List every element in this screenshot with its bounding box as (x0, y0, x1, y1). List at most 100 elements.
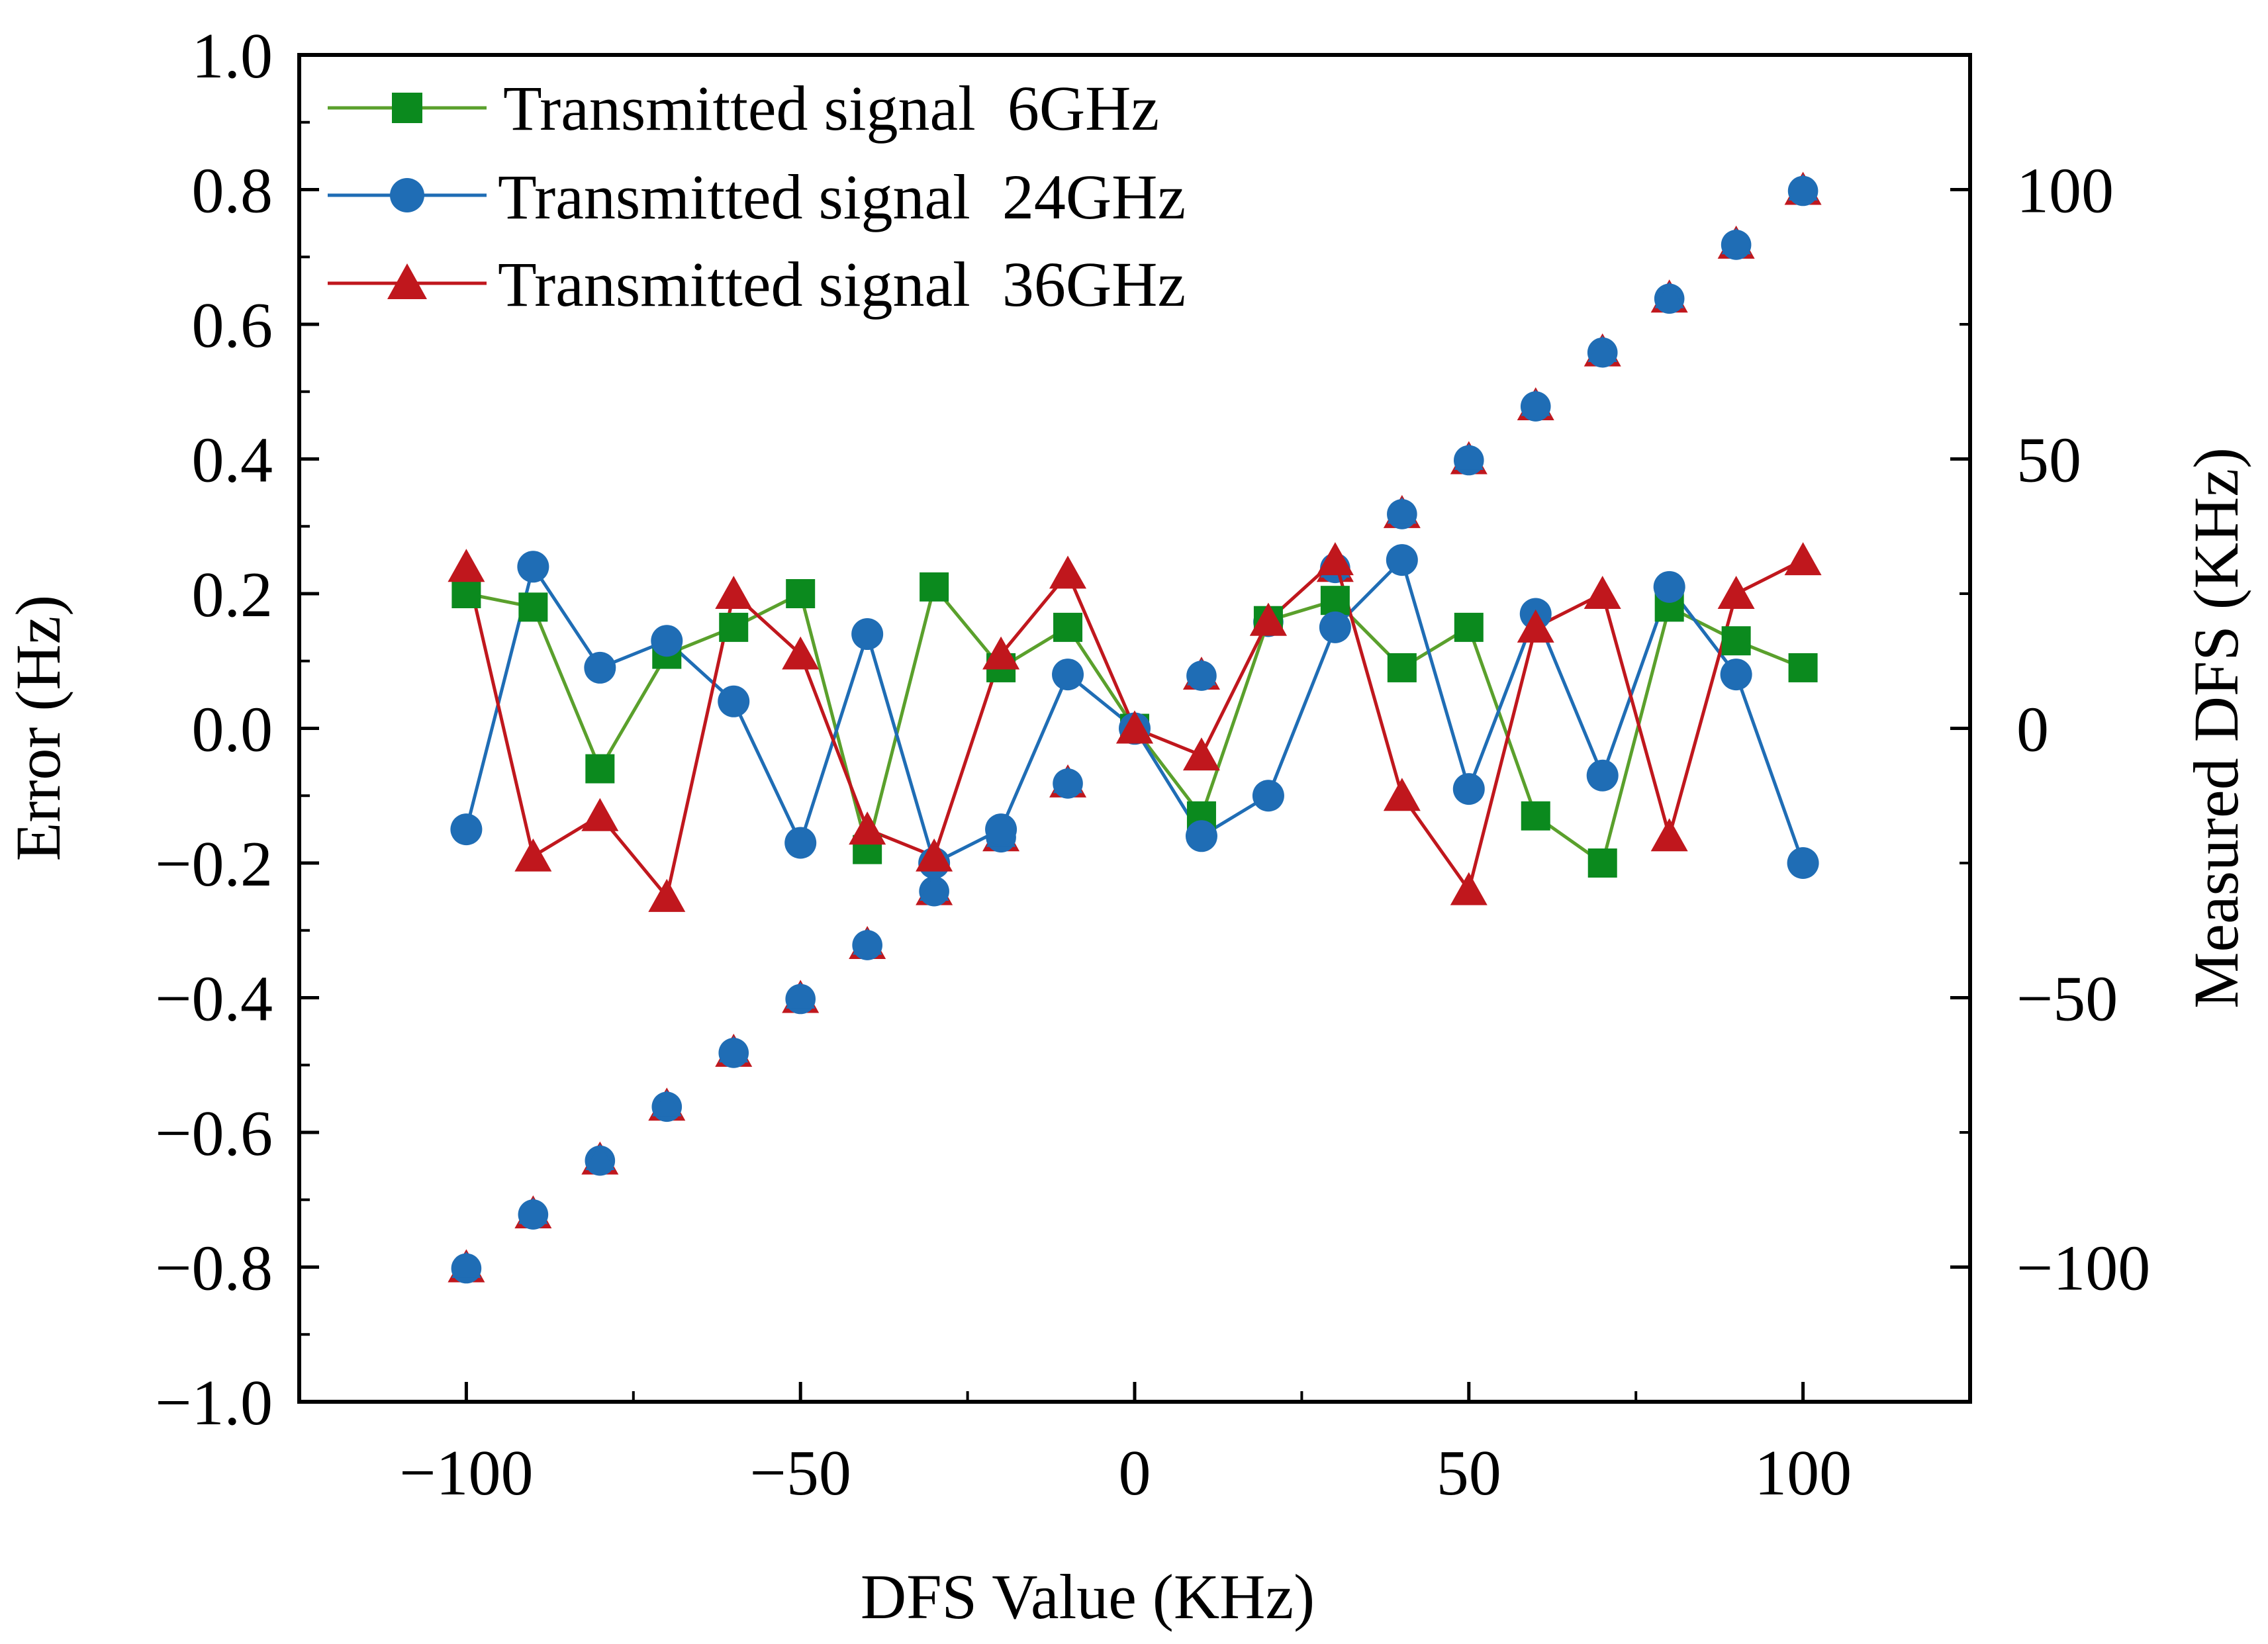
x-tick-label: −100 (399, 1438, 533, 1509)
series-2-point (715, 576, 753, 609)
measured-dfs-point-overlay (1587, 336, 1618, 363)
legend-label-24ghz: Transmitted signal 24GHz (498, 161, 1186, 232)
legend-label-6ghz: Transmitted signal 6GHz (503, 73, 1159, 144)
series-0-point (1788, 653, 1818, 682)
y2-tick-label: −100 (2016, 1233, 2150, 1304)
series-2-point (1517, 609, 1554, 643)
series-0-point (451, 579, 481, 608)
series-2-point (581, 798, 619, 831)
series-1-point (1052, 659, 1084, 691)
series-0-point (786, 579, 816, 608)
error-series-layer (448, 542, 1822, 912)
series-1-point (784, 827, 817, 859)
y-tick-label: 0.8 (192, 156, 273, 227)
series-2-point (1116, 710, 1153, 744)
y-tick-label: −0.2 (155, 829, 273, 900)
series-1-point (985, 813, 1017, 846)
y2-tick-label: 100 (2016, 156, 2114, 227)
y-tick-label: −0.4 (155, 964, 273, 1035)
series-2-point (1316, 542, 1354, 576)
y-tick-label: −1.0 (155, 1367, 273, 1439)
legend-label-36ghz: Transmitted signal 36GHz (498, 249, 1186, 320)
series-2-point (1450, 872, 1488, 905)
series-2-point (514, 838, 552, 872)
measured-dfs-point-overlay (919, 874, 949, 901)
legend: Transmitted signal 6GHz Transmitted sign… (328, 73, 1186, 320)
series-1-point (584, 651, 616, 684)
series-2-point (1717, 576, 1755, 609)
series-1-point (718, 685, 750, 717)
legend-item-24ghz: Transmitted signal 24GHz (328, 161, 1186, 232)
series-1-point (517, 551, 549, 583)
y2-axis-title: Measured DFS (KHz) (2181, 447, 2251, 1009)
series-2-point (648, 878, 686, 912)
legend-item-6ghz: Transmitted signal 6GHz (328, 73, 1159, 144)
series-1-point (1185, 820, 1217, 852)
series-2-point (1650, 818, 1688, 852)
y-tick-label: 0.4 (192, 425, 273, 496)
series-2-point (1383, 778, 1421, 811)
x-tick-label: 0 (1119, 1438, 1151, 1509)
series-2-point (1583, 576, 1621, 609)
y-tick-label: −0.6 (155, 1098, 273, 1169)
measured-dfs-point-overlay (451, 1251, 481, 1278)
measured-dfs-point-overlay (785, 982, 816, 1009)
measured-dfs-point-overlay (1186, 659, 1217, 686)
series-0-point (719, 612, 749, 642)
series-1-point (1319, 611, 1351, 643)
series-2-point (982, 636, 1020, 670)
measured-dfs-point-overlay (1788, 173, 1818, 201)
y-tick-label: −0.8 (155, 1233, 273, 1304)
series-1-point (1653, 571, 1685, 603)
series-2-point (1182, 737, 1220, 771)
series-2-point (916, 838, 953, 872)
series-1-point (651, 625, 683, 657)
legend-marker-36ghz (387, 263, 427, 299)
y-tick-label: 0.2 (192, 559, 273, 631)
y-tick-label: 1.0 (192, 21, 273, 92)
x-tick-label: −50 (750, 1438, 851, 1509)
series-1-point (851, 618, 884, 651)
series-0-point (1387, 653, 1417, 682)
measured-dfs-point-overlay (852, 928, 882, 955)
legend-marker-6ghz (392, 93, 422, 123)
series-1-point (1787, 847, 1819, 879)
axis-ticks-layer: −1.0 −0.8 −0.6 −0.4 −0.2 0.0 0.2 0.4 0.6 0.8 1.0 −1… (155, 21, 2150, 1509)
x-tick-label: 50 (1437, 1438, 1501, 1509)
measured-dfs-point-overlay (1053, 766, 1083, 794)
series-0-point (920, 572, 949, 602)
series-0-point (1721, 626, 1751, 656)
measured-dfs-point-overlay (651, 1089, 682, 1117)
series-2-point (782, 636, 820, 670)
series-2-point (1049, 555, 1087, 589)
legend-item-36ghz: Transmitted signal 36GHz (328, 249, 1186, 320)
measured-dfs-point-overlay (1454, 443, 1484, 470)
series-1-point (1586, 759, 1619, 792)
series-0-point (1521, 801, 1550, 831)
series-2-point (1784, 542, 1822, 576)
series-2-point (1249, 602, 1287, 636)
y-axis-title: Error (Hz) (3, 595, 73, 861)
measured-dfs-point-overlay (1721, 228, 1752, 255)
y2-tick-label: −50 (2016, 964, 2118, 1035)
y2-tick-label: 0 (2016, 694, 2049, 766)
series-1-point (1252, 780, 1284, 812)
measured-dfs-point-overlay (1521, 389, 1551, 416)
series-0-point (1320, 586, 1350, 616)
y2-tick-label: 50 (2016, 425, 2081, 496)
series-0-point (585, 754, 615, 784)
series-1-point (1452, 773, 1485, 805)
measured-dfs-point-overlay (718, 1036, 749, 1063)
series-1-point (1386, 544, 1418, 576)
x-tick-label: 100 (1754, 1438, 1852, 1509)
measured-dfs-point-overlay (1654, 281, 1685, 308)
series-0-point (1053, 612, 1083, 642)
series-0-point (518, 592, 548, 622)
y-tick-label: 0.0 (192, 694, 273, 766)
legend-marker-24ghz (390, 178, 424, 212)
measured-dfs-point-overlay (1387, 497, 1417, 524)
x-axis-title: DFS Value (KHz) (861, 1561, 1315, 1632)
series-1-point (1720, 659, 1752, 691)
series-2-point (448, 549, 485, 582)
